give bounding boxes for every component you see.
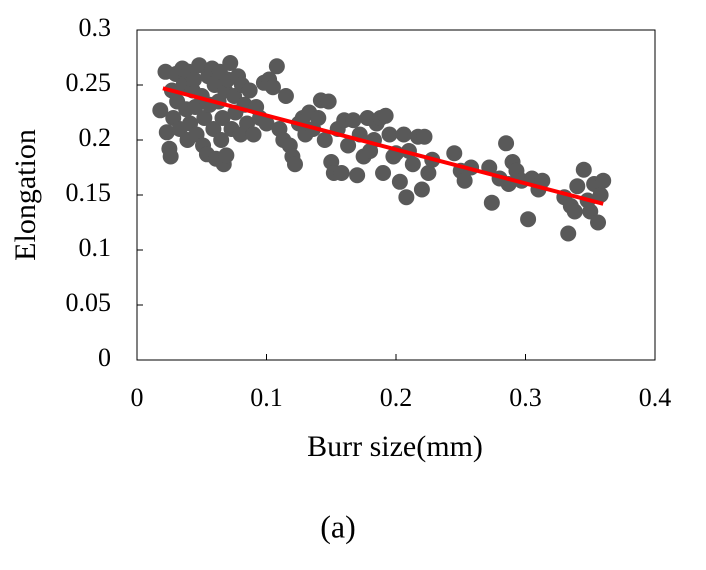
y-tick-label: 0 (98, 343, 111, 372)
point (222, 55, 239, 71)
point (560, 225, 577, 242)
point (320, 93, 337, 110)
y-tick-label: 0.05 (66, 288, 112, 317)
trend-line (162, 86, 604, 206)
point (191, 57, 208, 74)
point (245, 126, 262, 143)
point (333, 165, 350, 181)
point (534, 172, 551, 189)
point (595, 172, 612, 189)
y-tick-label: 0.3 (79, 13, 112, 42)
point (375, 165, 392, 181)
point (277, 88, 294, 104)
point (416, 128, 433, 145)
point (218, 147, 235, 164)
y-tick-label: 0.15 (66, 178, 112, 207)
point (377, 107, 394, 124)
y-tick-label: 0.2 (79, 123, 112, 152)
point (345, 112, 362, 129)
point (575, 161, 592, 178)
point (483, 194, 500, 211)
point (398, 189, 415, 206)
point (286, 156, 303, 173)
point (264, 79, 281, 96)
point (520, 211, 537, 228)
point (349, 167, 366, 184)
point (569, 178, 586, 195)
point (185, 71, 202, 88)
point (258, 115, 275, 132)
y-tick-label: 0.1 (79, 233, 112, 262)
x-tick-label: 0.2 (380, 383, 413, 412)
y-axis-label: Elongation (9, 129, 42, 261)
point (241, 82, 258, 99)
point (446, 145, 463, 162)
point (158, 124, 175, 141)
point (196, 110, 213, 126)
point (340, 137, 357, 154)
x-tick-label: 0.3 (509, 383, 542, 412)
y-tick-label: 0.25 (66, 68, 112, 97)
point (381, 126, 398, 143)
point (391, 173, 408, 190)
caption: (a) (320, 508, 356, 544)
x-tick-label: 0.1 (250, 383, 283, 412)
point (268, 58, 285, 75)
x-axis-label: Burr size(mm) (307, 430, 483, 463)
point (310, 110, 327, 126)
point (162, 148, 179, 165)
x-tick-label: 0.4 (639, 383, 672, 412)
point (213, 132, 230, 148)
point (152, 102, 169, 119)
point (498, 135, 515, 152)
point (566, 203, 583, 220)
point (404, 156, 421, 173)
x-tick-label: 0 (131, 383, 144, 412)
point (590, 214, 607, 231)
point (420, 165, 437, 181)
point (316, 132, 333, 148)
point (413, 181, 430, 198)
point (456, 172, 473, 189)
point (214, 110, 231, 126)
point (592, 187, 609, 203)
point (395, 126, 412, 143)
